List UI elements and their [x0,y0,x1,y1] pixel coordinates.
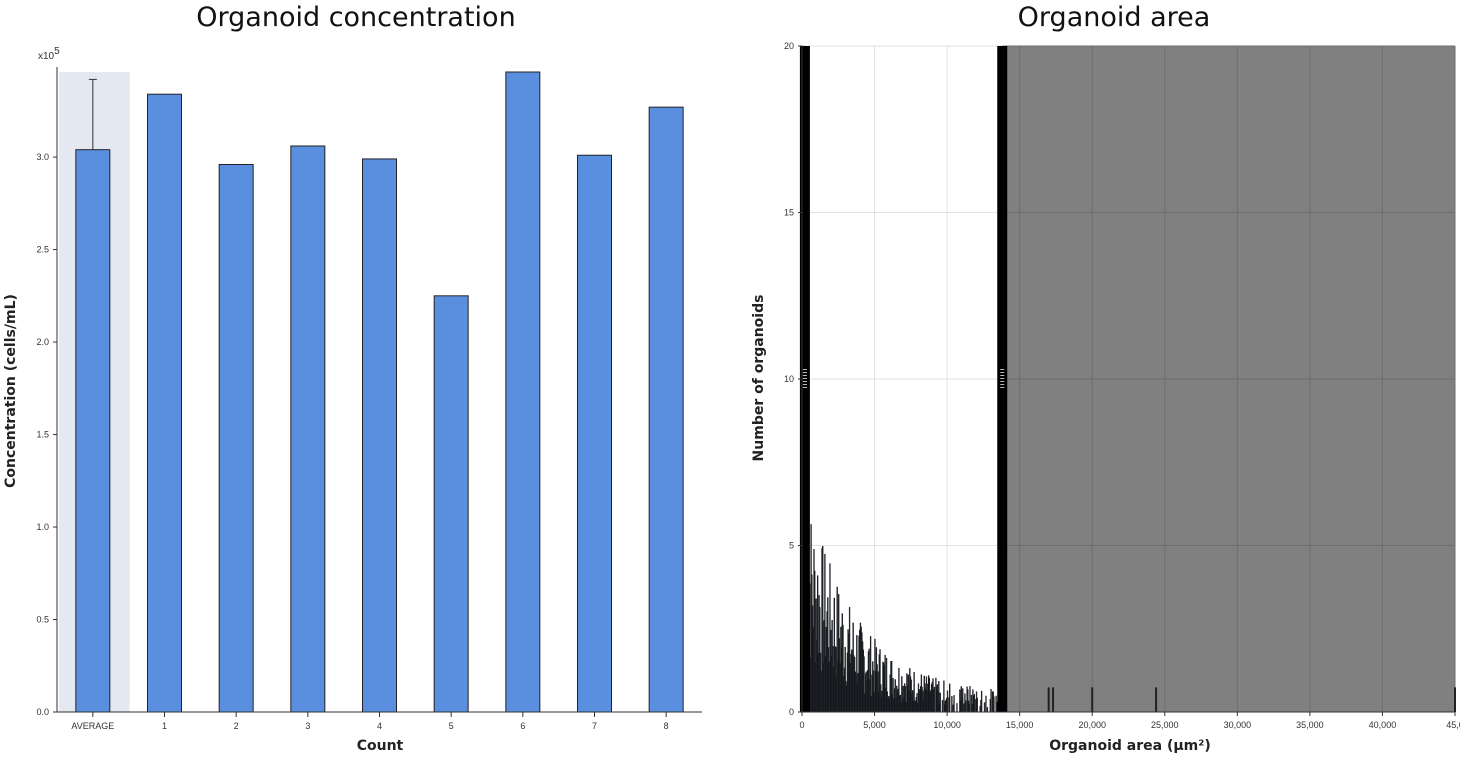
histogram-bin [965,700,967,713]
bar-8 [648,106,684,713]
y-tick-label: 5 [789,541,794,551]
x-tick-label: 6 [520,721,525,731]
x-tick-label: 40,000 [1369,720,1397,730]
y-tick-label: 15 [784,208,794,218]
y-tick-label: 10 [784,374,794,384]
histogram-bin [996,701,998,713]
gate-grip-mark [1000,381,1005,382]
concentration-chart: Organoid concentration x105 0.0 0.5 1.0 1.5… [3,2,702,754]
y-tick-label: 2.0 [36,337,49,347]
x-tick-label: 30,000 [1224,720,1252,730]
histogram-bin [933,686,936,713]
x-tick-label: 8 [664,721,669,731]
histogram-bin [990,689,992,713]
histogram-bin [986,707,989,713]
histogram-bin [993,696,995,713]
histogram-bin [939,692,941,713]
concentration-x-axis-label: Count [357,738,404,754]
gate-grip-mark [802,378,807,379]
histogram-bin [983,702,986,713]
bar-5 [433,295,469,713]
histogram-bin [980,690,983,713]
histogram-bin [956,703,958,713]
x-tick-label: 1 [162,721,167,731]
gate-grip-mark [802,375,807,376]
histogram-bin [949,683,951,713]
histogram-bin [976,697,978,713]
x-tick-label: 5 [449,721,454,731]
bar-6 [505,71,541,713]
histogram-bin [953,695,955,713]
x-tick-label: 2 [234,721,239,731]
gate-grip-mark [802,387,807,388]
y-tick-label: 1.5 [36,430,49,440]
x-tick-label: AVERAGE [71,721,114,731]
x-tick-label: 0 [799,720,804,730]
y-multiplier: x105 [38,46,60,62]
area-x-axis-label: Organoid area (µm²) [1049,738,1211,754]
outlier-bin [1454,687,1456,712]
bar-average [75,149,111,713]
y-tick-label: 3.0 [36,152,49,162]
bar-7 [577,154,612,713]
gate-grip-mark [802,372,807,373]
x-tick-label: 7 [592,721,597,731]
x-tick-label: 20,000 [1078,720,1106,730]
gate-grip-mark [1000,372,1005,373]
y-tick-label: 2.5 [36,245,49,255]
gate-grip-mark [1000,375,1005,376]
gate-grip-mark [802,381,807,382]
gate-grip-mark [1000,384,1005,385]
bar-1 [147,93,182,713]
y-tick-label: 0.5 [36,615,49,625]
histogram-bin [969,686,971,713]
gate-grip-mark [802,384,807,385]
gate-grip-mark [1000,369,1005,370]
gate-grip-mark [802,369,807,370]
x-tick-label: 3 [305,721,310,731]
bar-4 [362,158,397,713]
x-tick-label: 35,000 [1296,720,1324,730]
gate-grip-mark [1000,378,1005,379]
histogram-bin [985,695,987,713]
concentration-chart-title: Organoid concentration [196,2,515,33]
area-y-axis-label: Number of organoids [751,295,767,462]
x-tick-label: 10,000 [933,720,961,730]
histogram-bin [941,700,944,713]
x-tick-label: 45,0 [1446,720,1460,730]
x-tick-label: 4 [377,721,382,731]
bar-2 [218,163,254,713]
gate-grip-mark [1000,387,1005,388]
x-tick-label: 15,000 [1006,720,1034,730]
bar-3 [290,145,326,713]
outlier-bin [1091,687,1094,712]
y-tick-label: 0 [789,707,794,717]
outlier-bin [1155,687,1158,712]
concentration-y-axis-label: Concentration (cells/mL) [3,294,19,488]
histogram-bin [946,690,949,713]
histogram-bin [962,688,964,713]
y-tick-label: 20 [784,41,794,51]
outlier-bin [1052,687,1055,712]
area-chart-title: Organoid area [1018,2,1211,33]
x-tick-label: 5,000 [863,720,886,730]
histogram-bin [973,694,976,713]
y-tick-label: 1.0 [36,522,49,532]
area-chart: Organoid area 0 5 10 15 20 0 5,000 10,000 15,00… [751,2,1460,754]
x-tick-label: 25,000 [1151,720,1179,730]
outlier-bin [1047,687,1050,712]
histogram-bin [951,696,953,713]
y-tick-label: 0.0 [36,707,49,717]
